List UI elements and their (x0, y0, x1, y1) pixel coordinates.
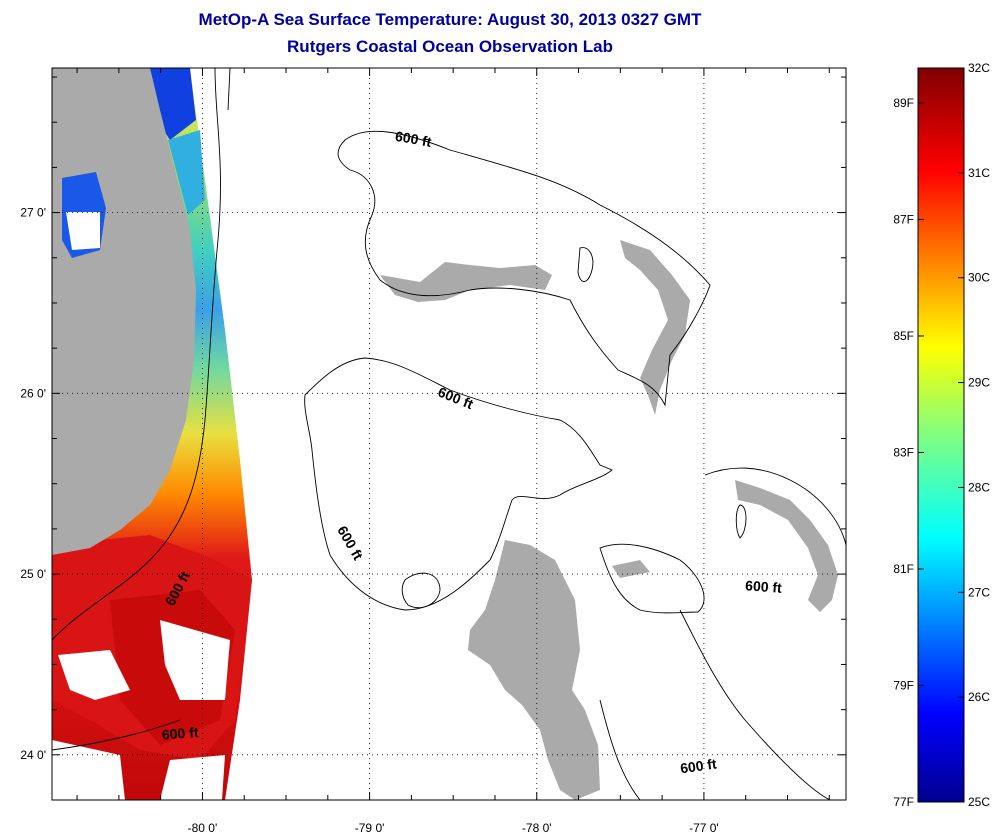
colorbar-label-f: 85F (893, 329, 914, 343)
land-grand-bahama (380, 262, 552, 302)
axis-ticks (52, 68, 846, 801)
colorbar-labels: 32C 31C 30C 29C 28C 27C 26C 25C 89F 87F 85F 83F 81F 7… (893, 61, 990, 809)
colorbar-label-f: 83F (893, 445, 914, 459)
colorbar-label-f: 87F (893, 212, 914, 226)
colorbar (917, 67, 965, 803)
land-abaco (620, 240, 690, 415)
lat-tick-label: 27 0' (20, 206, 46, 220)
no-data-gap (160, 755, 225, 800)
isobath-label: 600 ft (679, 755, 718, 776)
colorbar-label-c: 30C (968, 271, 990, 285)
chart-title: MetOp-A Sea Surface Temperature: August … (198, 10, 702, 29)
lat-tick-label: 24 0' (20, 748, 46, 762)
sst-cold-band-2 (168, 130, 205, 215)
isobath-contours (52, 68, 846, 800)
colorbar-label-f: 79F (893, 678, 914, 692)
chart-subtitle: Rutgers Coastal Ocean Observation Lab (287, 37, 613, 56)
lake-okeechobee-gap (66, 212, 100, 250)
lon-tick-label: -78 0' (522, 821, 552, 835)
colorbar-label-c: 25C (968, 795, 990, 809)
land-andros (468, 540, 600, 800)
land-eleuthera (735, 480, 838, 612)
no-data-gap (160, 620, 230, 700)
map-grid (52, 68, 846, 800)
isobath-label: 600 ft (394, 128, 433, 150)
lon-tick-label: -77 0' (689, 821, 719, 835)
land-new-providence (612, 560, 650, 578)
colorbar-label-f: 77F (893, 795, 914, 809)
colorbar-label-c: 31C (968, 166, 990, 180)
colorbar-label-c: 26C (968, 690, 990, 704)
lat-tick-label: 25 0' (20, 567, 46, 581)
lon-tick-label: -80 0' (188, 821, 218, 835)
colorbar-label-c: 28C (968, 480, 990, 494)
isobath-label: 600 ft (745, 577, 783, 596)
colorbar-label-c: 27C (968, 585, 990, 599)
colorbar-label-f: 89F (893, 96, 914, 110)
lon-tick-label: -79 0' (355, 821, 385, 835)
colorbar-label-c: 32C (968, 61, 990, 75)
colorbar-label-c: 29C (968, 376, 990, 390)
map-frame (51, 67, 847, 801)
no-data-gap (52, 740, 125, 800)
axis-labels: -80 0' -79 0' -78 0' -77 0' 24 0' 25 0' 26 0' 2… (20, 206, 718, 835)
isobath-label: 600 ft (161, 724, 199, 743)
no-data-gap (58, 650, 130, 700)
lat-tick-label: 26 0' (20, 386, 46, 400)
colorbar-label-f: 81F (893, 562, 914, 576)
